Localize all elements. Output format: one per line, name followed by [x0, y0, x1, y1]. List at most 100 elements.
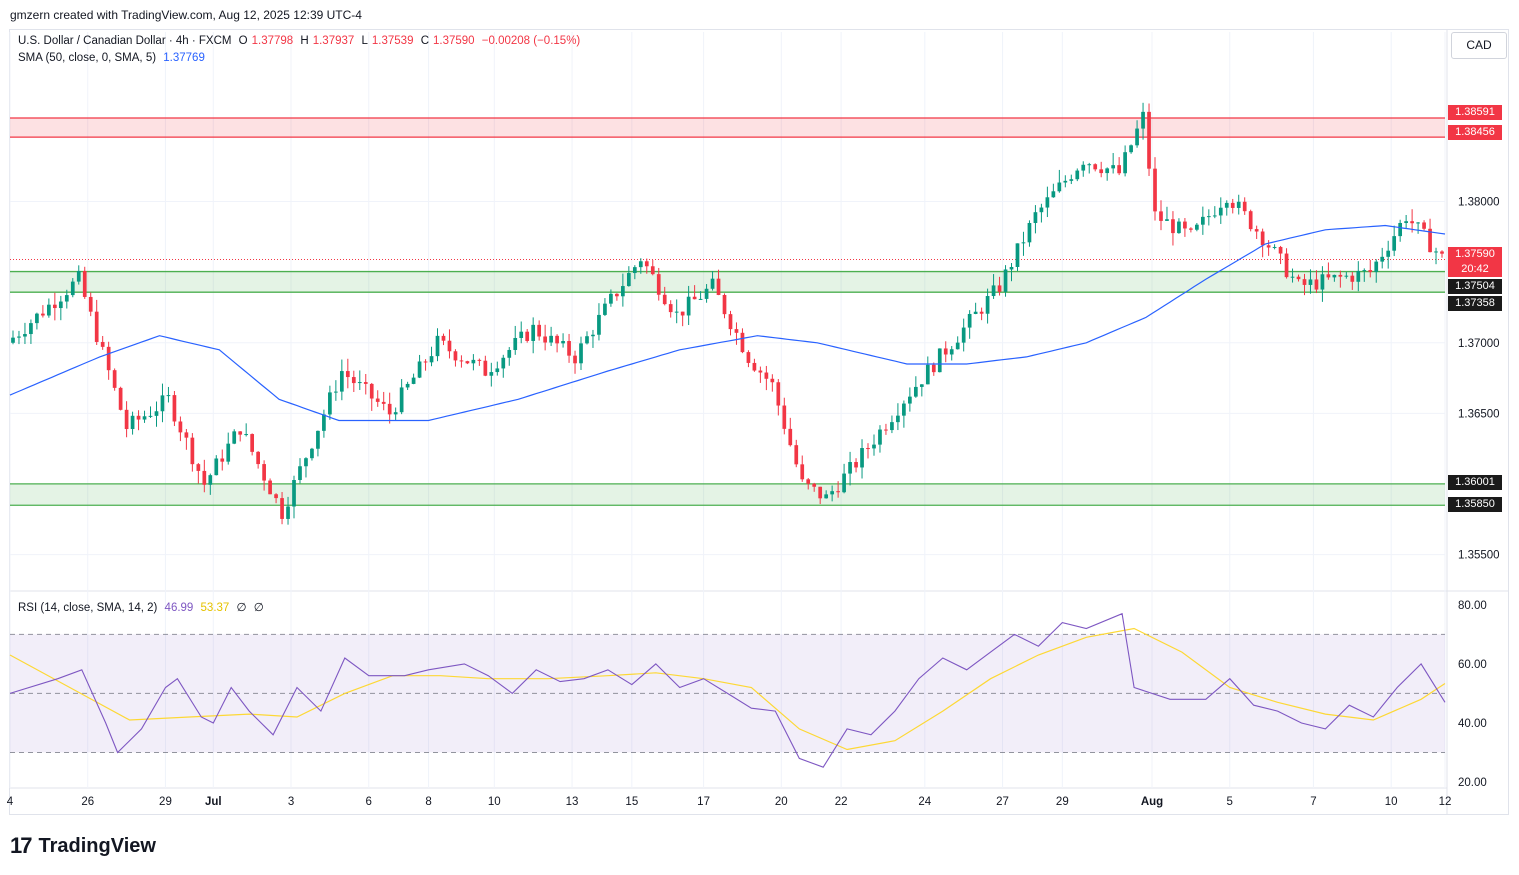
candle-body [447, 340, 452, 352]
ohlc-low-value: 1.37539 [371, 35, 414, 47]
candle-body [1057, 182, 1062, 192]
candle-body [1404, 221, 1408, 223]
candle-body [597, 314, 601, 335]
candle-body [1440, 251, 1444, 254]
candle-body [890, 422, 894, 431]
tradingview-mark-icon: 17 [10, 833, 33, 858]
candle-body [913, 386, 918, 397]
candle-body [1416, 222, 1420, 224]
candle-body [1039, 207, 1044, 213]
candle-body [256, 451, 260, 465]
price-tick-label: 1.38000 [1458, 197, 1500, 209]
candle-body [1015, 243, 1020, 267]
candle-body [268, 480, 272, 495]
candle-body [52, 304, 57, 309]
candle-body [292, 480, 296, 507]
candle-body [112, 370, 117, 388]
candle-body [979, 311, 984, 314]
candle-body [1350, 275, 1355, 282]
tradingview-logo[interactable]: 17 TradingView [10, 833, 156, 859]
candle-body [650, 266, 655, 275]
candle-body [351, 377, 356, 384]
candle-body [465, 361, 470, 364]
candle-body [585, 336, 589, 344]
time-tick-label: 13 [566, 796, 579, 808]
candle-body [35, 313, 39, 324]
candle-body [680, 311, 685, 316]
candle-body [674, 311, 679, 313]
candle-body [393, 412, 398, 415]
candle-body [776, 382, 781, 406]
candle-body [298, 466, 302, 481]
candle-body [82, 270, 87, 297]
candle-body [896, 415, 900, 423]
candle-body [621, 286, 625, 297]
candle-body [304, 458, 308, 467]
ohlc-low-label: L [361, 35, 368, 47]
candle-body [328, 392, 332, 415]
rsi-line [9, 612, 1446, 768]
candle-body [1165, 219, 1169, 221]
candle-body [1344, 275, 1349, 277]
sma-label: SMA (50, close, 0, SMA, 5) [18, 52, 157, 64]
rsi-tick-label: 80.00 [1458, 600, 1487, 612]
candle-body [632, 267, 637, 274]
candle-body [842, 473, 846, 493]
candle-body [345, 371, 350, 378]
candle-body [519, 331, 524, 338]
candle-body [860, 448, 864, 468]
candle-body [1236, 201, 1241, 208]
sma-line [9, 224, 1446, 422]
candle-body [435, 335, 440, 357]
price-tag-zone-top-lower: 1.38456 [1448, 125, 1502, 140]
candle-body [208, 475, 213, 485]
candle-body [1200, 216, 1205, 225]
candle-body [1177, 221, 1181, 234]
candle-body [704, 288, 709, 299]
candle-body [758, 370, 763, 373]
rsi-sma-line [9, 627, 1446, 751]
candle-body [830, 491, 834, 495]
candle-body [1326, 274, 1331, 278]
candle-body [202, 470, 207, 485]
symbol-legend: U.S. Dollar / Canadian Dollar · 4h · FXC… [18, 35, 584, 47]
candle-body [106, 346, 111, 371]
candle-body [405, 383, 410, 388]
candle-body [381, 401, 386, 404]
candle-body [130, 415, 135, 430]
time-tick-label: 3 [288, 796, 294, 808]
candle-body [495, 368, 500, 373]
candle-body [76, 270, 81, 282]
candle-body [1147, 111, 1151, 169]
candle-body [555, 335, 559, 344]
candle-body [549, 335, 553, 343]
sma-value: 1.37769 [163, 52, 205, 64]
candle-body [567, 341, 571, 356]
candle-body [483, 360, 488, 376]
time-tick-label: 6 [366, 796, 372, 808]
price-tick-label: 1.35500 [1458, 550, 1500, 562]
candle-body [752, 362, 757, 371]
candle-body [262, 464, 266, 481]
candle-body [573, 355, 577, 364]
rsi-value: 46.99 [164, 602, 194, 614]
candle-body [722, 294, 727, 315]
time-tick-label: Jul [205, 796, 222, 808]
candle-body [973, 311, 978, 314]
candle-body [357, 382, 362, 384]
rsi-label: RSI (14, close, SMA, 14, 2) [18, 602, 158, 614]
currency-button[interactable]: CAD [1451, 32, 1507, 59]
candle-body [1248, 211, 1253, 230]
time-tick-label: 4 [7, 796, 14, 808]
candle-body [1051, 191, 1056, 198]
ohlc-high-label: H [300, 35, 309, 47]
candle-body [525, 331, 530, 341]
candle-body [967, 313, 972, 328]
candle-body [190, 437, 195, 465]
candle-body [991, 285, 996, 297]
time-tick-label: 10 [1385, 796, 1398, 808]
candle-body [148, 415, 153, 417]
price-change: −0.00208 (−0.15%) [481, 35, 581, 47]
candle-body [375, 398, 380, 402]
